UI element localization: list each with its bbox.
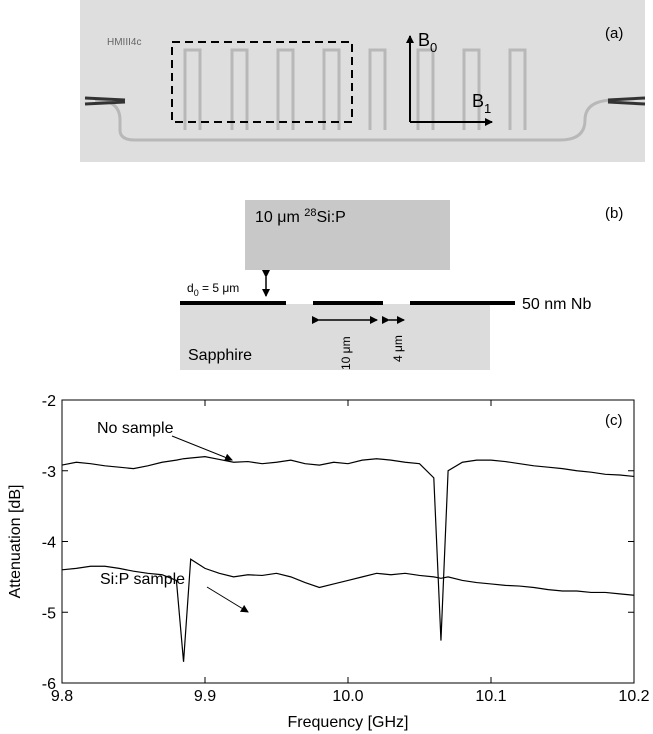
symbol: B	[472, 91, 484, 111]
probe	[84, 96, 646, 106]
y-tick-label: -3	[42, 464, 56, 481]
subscript: 1	[484, 101, 491, 116]
x-tick-label: 10.1	[475, 688, 506, 705]
film-label: 50 nm Nb	[522, 296, 591, 313]
x-axis-label: Frequency [GHz]	[288, 714, 409, 731]
series-line	[61, 558, 635, 662]
sample-label: 10 μm 28Si:P	[255, 207, 346, 226]
x-tick-label: 9.8	[51, 688, 73, 705]
chip-photo	[80, 0, 645, 162]
b1-label: B1	[472, 91, 491, 116]
superscript: 28	[304, 207, 316, 219]
panel-label: (a)	[605, 25, 623, 42]
y-tick-label: -5	[42, 605, 56, 622]
y-tick-label: -4	[42, 535, 56, 552]
series-label: Si:P sample	[100, 571, 185, 588]
x-tick-label: 10.2	[618, 688, 649, 705]
x-tick-label: 10.0	[332, 688, 363, 705]
resonator	[94, 48, 616, 142]
annotation-arrow	[171, 435, 233, 462]
gap-label: d0 = 5 μm	[187, 281, 239, 298]
prefix: 10 μm	[255, 209, 304, 226]
symbol: B	[418, 30, 430, 50]
substrate-label: Sapphire	[188, 347, 252, 364]
suffix: Si:P	[316, 209, 345, 226]
y-tick-label: -2	[42, 393, 56, 410]
panel-a: HMIII4c B0 B1 (a)	[80, 0, 646, 162]
dimension-arrows	[262, 270, 405, 324]
panel-b: 10 μm 28Si:P d0 = 5 μm 50 nm Nb 10 μm 4 …	[180, 200, 623, 370]
series-label: No sample	[97, 420, 174, 437]
y-axis-label: Attenuation [dB]	[7, 485, 24, 599]
panel-label: (c)	[605, 412, 623, 429]
subscript: 0	[430, 40, 437, 55]
subscript: 0	[194, 288, 199, 298]
y-tick-label: -6	[42, 676, 56, 693]
chip-label: HMIII4c	[107, 37, 141, 48]
sample-block	[245, 200, 450, 270]
b0-label: B0	[418, 30, 437, 55]
panel-label: (b)	[605, 205, 623, 222]
substrate	[180, 304, 490, 370]
rest: = 5 μm	[199, 281, 240, 295]
symbol: d	[187, 281, 194, 295]
panel-c: 9.8 9.9 10.0 10.1 10.2 -6 -5 -4 -3 -2 Frequency [G…	[7, 393, 650, 731]
series-line	[61, 455, 635, 641]
annotation-arrow	[206, 586, 249, 613]
plot-frame	[61, 399, 635, 684]
width-label: 10 μm	[339, 336, 353, 370]
x-tick-label: 9.9	[194, 688, 216, 705]
spacing-label: 4 μm	[391, 335, 405, 362]
